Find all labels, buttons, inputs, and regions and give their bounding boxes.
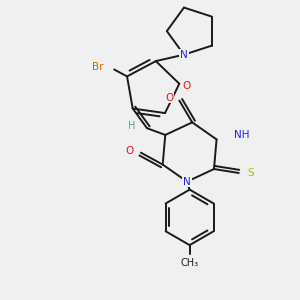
Text: S: S bbox=[247, 168, 254, 178]
Text: O: O bbox=[125, 146, 133, 156]
Text: CH₃: CH₃ bbox=[181, 258, 199, 268]
Text: H: H bbox=[128, 121, 136, 131]
Text: Br: Br bbox=[92, 61, 103, 71]
Text: NH: NH bbox=[234, 130, 250, 140]
Text: N: N bbox=[180, 50, 188, 60]
Text: O: O bbox=[182, 81, 190, 91]
Text: N: N bbox=[183, 177, 191, 187]
Text: O: O bbox=[165, 93, 174, 103]
